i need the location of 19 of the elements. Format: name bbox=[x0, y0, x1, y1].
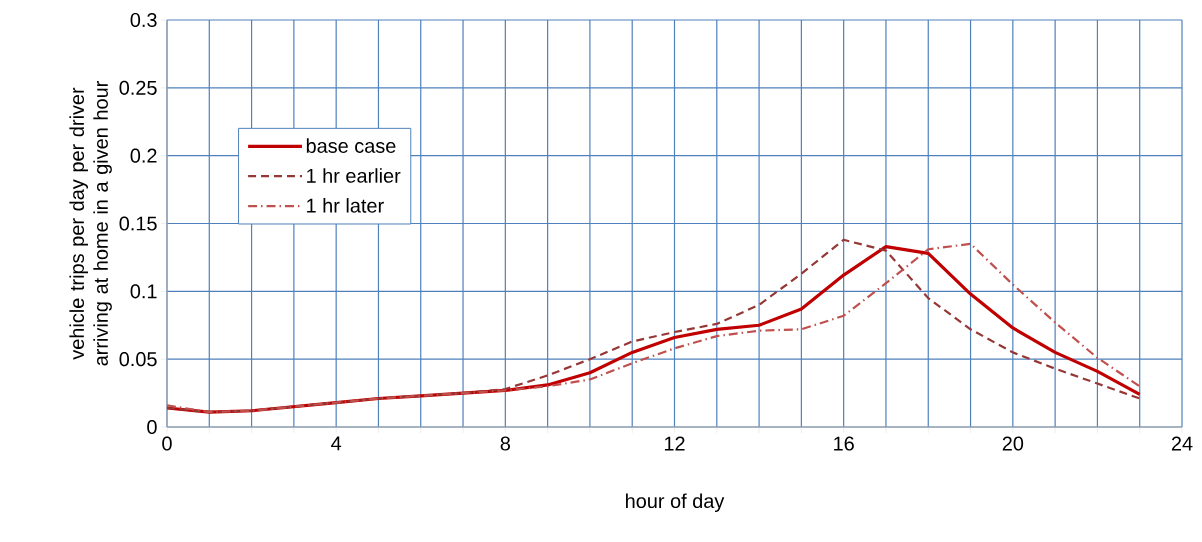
x-tick-label: 0 bbox=[162, 436, 172, 451]
legend-label: 1 hr later bbox=[307, 198, 384, 213]
y-tick-label: 0.05 bbox=[119, 352, 157, 367]
y-tick-label: 0.2 bbox=[130, 148, 157, 163]
x-tick-label: 16 bbox=[834, 436, 854, 451]
y-tick-label: 0 bbox=[147, 419, 157, 435]
x-tick-label: 12 bbox=[664, 436, 685, 451]
y-tick-label: 0.3 bbox=[130, 12, 157, 28]
y-axis-title: vehicle trips per day per driver arriving at home in a given hour bbox=[69, 81, 112, 366]
x-tick-label: 4 bbox=[331, 436, 342, 451]
legend-label: base case bbox=[306, 138, 396, 153]
x-tick-label: 20 bbox=[1002, 436, 1024, 451]
x-tick-label: 24 bbox=[1171, 436, 1193, 451]
y-tick-label: 0.25 bbox=[119, 80, 157, 95]
legend-label: 1 hr earlier bbox=[307, 168, 401, 183]
y-tick-label: 0.15 bbox=[119, 216, 157, 231]
y-tick-label: 0.1 bbox=[130, 284, 157, 299]
x-axis-title: hour of day bbox=[626, 493, 725, 513]
x-tick-label: 8 bbox=[500, 436, 511, 451]
